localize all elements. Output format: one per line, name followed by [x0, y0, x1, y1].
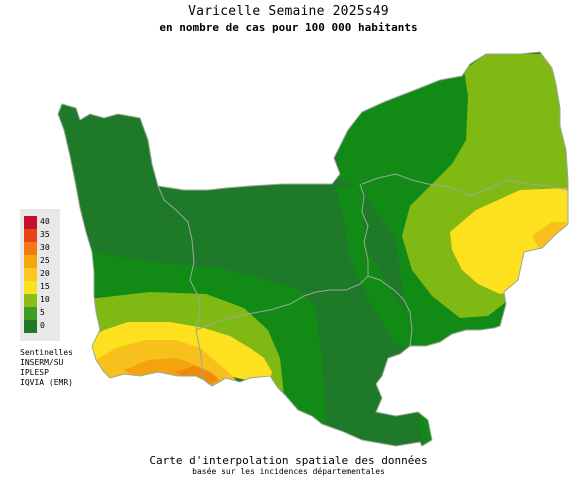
legend-swatch — [24, 229, 37, 242]
border-eure-seine-maritime — [361, 173, 569, 197]
legend-swatch — [24, 281, 37, 294]
legend-label: 0 — [40, 321, 45, 330]
border-manche-orne — [203, 377, 227, 387]
zone-green-south-east — [336, 184, 420, 346]
zone-green-middle-band — [80, 250, 326, 440]
border-calvados-orne — [195, 275, 369, 331]
region-outline — [57, 51, 569, 447]
legend-swatch — [24, 255, 37, 268]
department-borders — [157, 173, 569, 387]
legend-label: 5 — [40, 308, 45, 317]
caption-line-2: basée sur les incidences départementales — [192, 467, 385, 476]
color-legend: 40 35 30 25 20 15 10 5 0 — [20, 209, 60, 341]
legend-swatch — [24, 242, 37, 255]
legend-swatch — [24, 216, 37, 229]
legend-swatch — [24, 294, 37, 307]
legend-swatch — [24, 320, 37, 333]
zone-light-green-north-east — [402, 54, 568, 318]
source-line: IPLESP — [20, 368, 49, 377]
caption-line-1: Carte d'interpolation spatiale des donné… — [149, 454, 428, 467]
border-calvados-eure — [359, 183, 369, 276]
legend-label: 35 — [40, 230, 50, 239]
map-subtitle: en nombre de cas pour 100 000 habitants — [159, 21, 418, 34]
zone-orange-east — [532, 222, 568, 250]
legend-swatch — [24, 268, 37, 281]
data-sources: Sentinelles INSERM/SU IPLESP IQVIA (EMR) — [20, 348, 73, 388]
border-eure-orne — [367, 275, 413, 347]
legend-label: 25 — [40, 256, 50, 265]
source-line: Sentinelles — [20, 348, 73, 357]
zone-yellow-east — [450, 188, 568, 294]
border-manche-calvados — [157, 185, 205, 381]
legend-label: 40 — [40, 217, 50, 226]
map-title: Varicelle Semaine 2025s49 — [188, 4, 389, 19]
legend-label: 15 — [40, 282, 50, 291]
legend-label: 10 — [40, 295, 50, 304]
zone-light-green-south-west — [80, 292, 284, 396]
source-line: IQVIA (EMR) — [20, 378, 73, 387]
source-line: INSERM/SU — [20, 358, 64, 367]
legend-swatch — [24, 307, 37, 320]
legend-label: 30 — [40, 243, 50, 252]
legend-label: 20 — [40, 269, 50, 278]
